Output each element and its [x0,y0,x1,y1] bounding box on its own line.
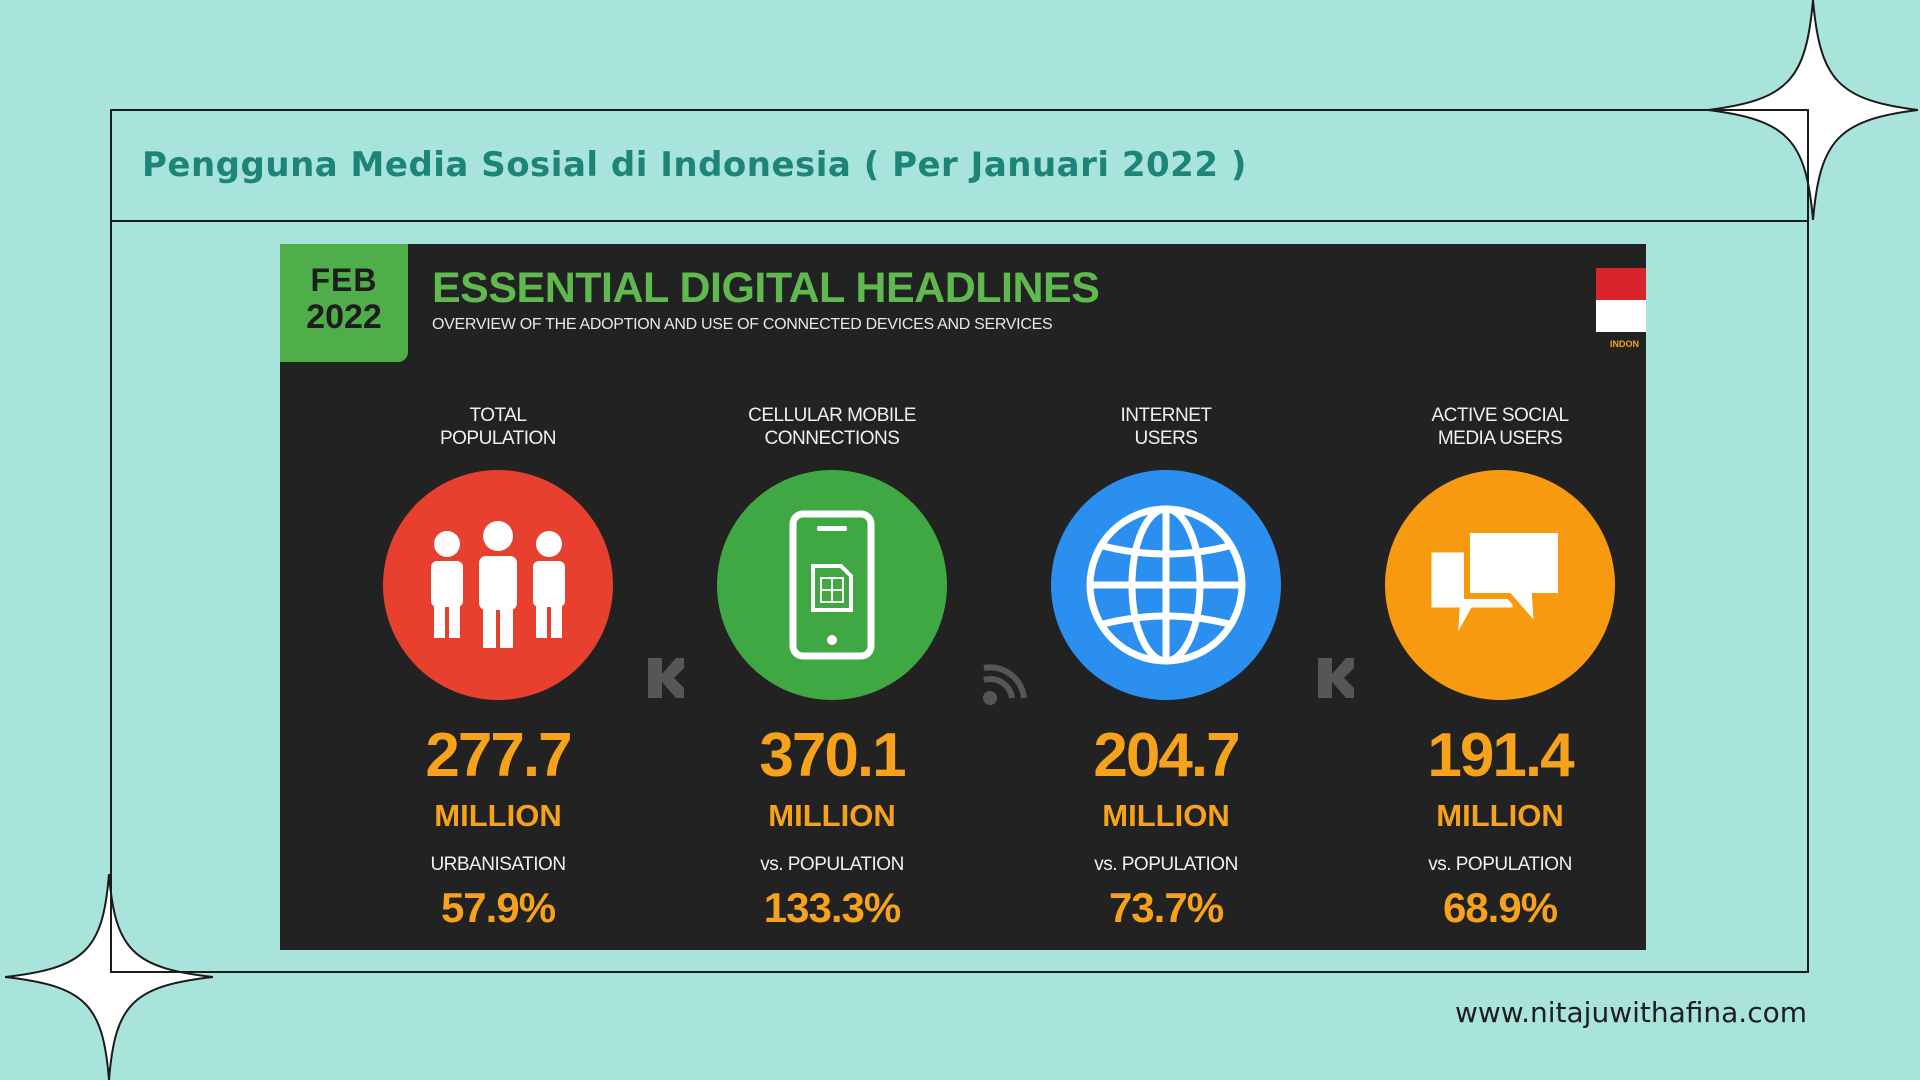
chat-bubbles-icon [1385,470,1615,700]
stat-mobile-connections: CELLULAR MOBILE CONNECTIONS 370.1 MILLIO… [682,244,982,950]
stat-value: 277.7 [425,721,572,790]
content-frame: Pengguna Media Sosial di Indonesia ( Per… [110,109,1809,973]
website-url: www.nitajuwithafina.com [1454,996,1807,1029]
stat-internet-users: INTERNET USERS 204.7 MILLION vs. POPULAT… [1016,244,1316,950]
page-title: Pengguna Media Sosial di Indonesia ( Per… [142,145,1247,185]
stat-label: CELLULAR MOBILE CONNECTIONS [748,405,916,449]
stat-value: 370.1 [759,721,906,790]
stat-total-population: TOTAL POPULATION [348,244,648,950]
stat-unit: MILLION [1436,798,1564,833]
infographic-headline: ESSENTIAL DIGITAL HEADLINES [432,264,1100,312]
mobile-phone-icon [717,470,947,700]
title-bar: Pengguna Media Sosial di Indonesia ( Per… [112,111,1807,222]
stat-percent: 57.9% [440,884,556,931]
stat-value: 191.4 [1427,721,1574,790]
date-month: FEB [310,262,378,298]
stat-sub-label: vs. POPULATION [1428,854,1572,875]
stat-unit: MILLION [1102,798,1230,833]
stat-sub-label: vs. POPULATION [760,854,904,875]
stat-unit: MILLION [768,798,896,833]
flag-label: INDON [1610,339,1639,349]
stat-label: INTERNET USERS [1120,405,1213,449]
stat-percent: 133.3% [763,884,901,931]
stat-value: 204.7 [1093,721,1240,790]
infographic-subheadline: OVERVIEW OF THE ADOPTION AND USE OF CONN… [432,316,1053,333]
stat-percent: 68.9% [1442,884,1558,931]
sparkle-star-icon [1708,0,1918,220]
digital-headlines-infographic: FEB 2022 ESSENTIAL DIGITAL HEADLINES OVE… [280,244,1646,950]
stat-unit: MILLION [434,798,562,833]
stat-social-media-users: ACTIVE SOCIAL MEDIA USERS 191.4 MILLION … [1350,244,1646,950]
stat-percent: 73.7% [1108,884,1224,931]
date-year: 2022 [306,298,382,336]
stat-sub-label: URBANISATION [430,854,566,875]
kepios-logo-icon [648,658,684,698]
indonesia-flag-icon [1596,268,1646,332]
stat-label: ACTIVE SOCIAL MEDIA USERS [1431,405,1569,449]
sparkle-star-icon [5,874,213,1080]
stat-sub-label: vs. POPULATION [1094,854,1238,875]
people-icon [383,470,613,700]
kepios-logo-icon [1318,658,1354,698]
globe-icon [1051,470,1281,700]
wearesocial-logo-icon [983,664,1027,705]
date-badge: FEB 2022 [280,244,408,362]
stat-label: TOTAL POPULATION [439,405,557,449]
